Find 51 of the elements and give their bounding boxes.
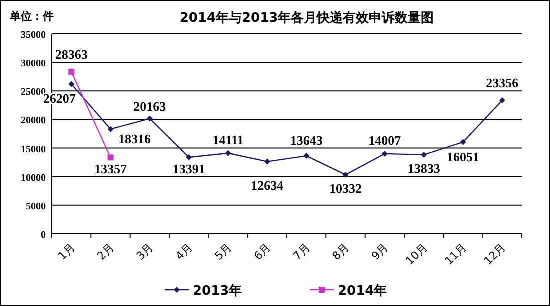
data-label: 20163 (134, 98, 167, 114)
point (146, 116, 153, 122)
x-tick-label: 10月 (403, 240, 430, 268)
x-tick-label: 9月 (369, 240, 392, 263)
data-label: 18316 (118, 131, 152, 146)
y-tick-label: 20000 (21, 116, 46, 127)
data-label: 14007 (368, 132, 402, 148)
point (460, 139, 466, 146)
y-tick-label: 30000 (21, 58, 46, 70)
point (225, 150, 232, 156)
y-tick-label: 35000 (21, 30, 46, 41)
x-tick-label: 12月 (482, 240, 509, 268)
point (382, 150, 388, 157)
x-tick-label: 4月 (173, 240, 196, 263)
y-tick-label: 5000 (26, 201, 46, 212)
data-label: 10332 (330, 180, 362, 196)
y-tick-label: 15000 (21, 144, 46, 156)
data-label: 13391 (172, 161, 206, 176)
point (108, 154, 114, 161)
x-tick-label: 1月 (56, 240, 78, 263)
data-label: 16051 (447, 149, 480, 164)
x-tick-label: 3月 (134, 240, 156, 263)
x-tick-label: 7月 (290, 240, 313, 263)
legend-label: 2014年 (338, 284, 388, 299)
data-label: 28363 (55, 46, 88, 62)
point (264, 158, 270, 165)
point (304, 153, 310, 160)
point (421, 152, 428, 158)
text: 单位：件 (9, 10, 54, 23)
point (68, 81, 75, 88)
data-label: 13357 (94, 162, 128, 177)
point (499, 98, 506, 104)
data-label: 23356 (486, 76, 520, 91)
x-tick-label: 11月 (442, 240, 470, 268)
data-label: 12634 (251, 178, 284, 193)
legend-label: 2013年 (193, 284, 242, 299)
y-tick-label: 25000 (21, 87, 46, 98)
y-tick-label: 0 (41, 230, 46, 241)
x-tick-label: 8月 (330, 240, 352, 263)
data-label: 13643 (290, 133, 324, 148)
y-tick-label: 10000 (21, 172, 46, 184)
x-tick-label: 6月 (252, 240, 274, 263)
data-label: 13833 (408, 160, 441, 176)
point (342, 172, 349, 178)
x-tick-label: 5月 (212, 240, 234, 263)
point (68, 68, 75, 75)
data-label: 14111 (212, 132, 244, 148)
chart-title: 2014年与2013年各月快递有效申诉数量图 (180, 10, 434, 26)
point (186, 154, 192, 160)
point (108, 126, 114, 132)
x-tick-label: 2月 (94, 240, 117, 263)
